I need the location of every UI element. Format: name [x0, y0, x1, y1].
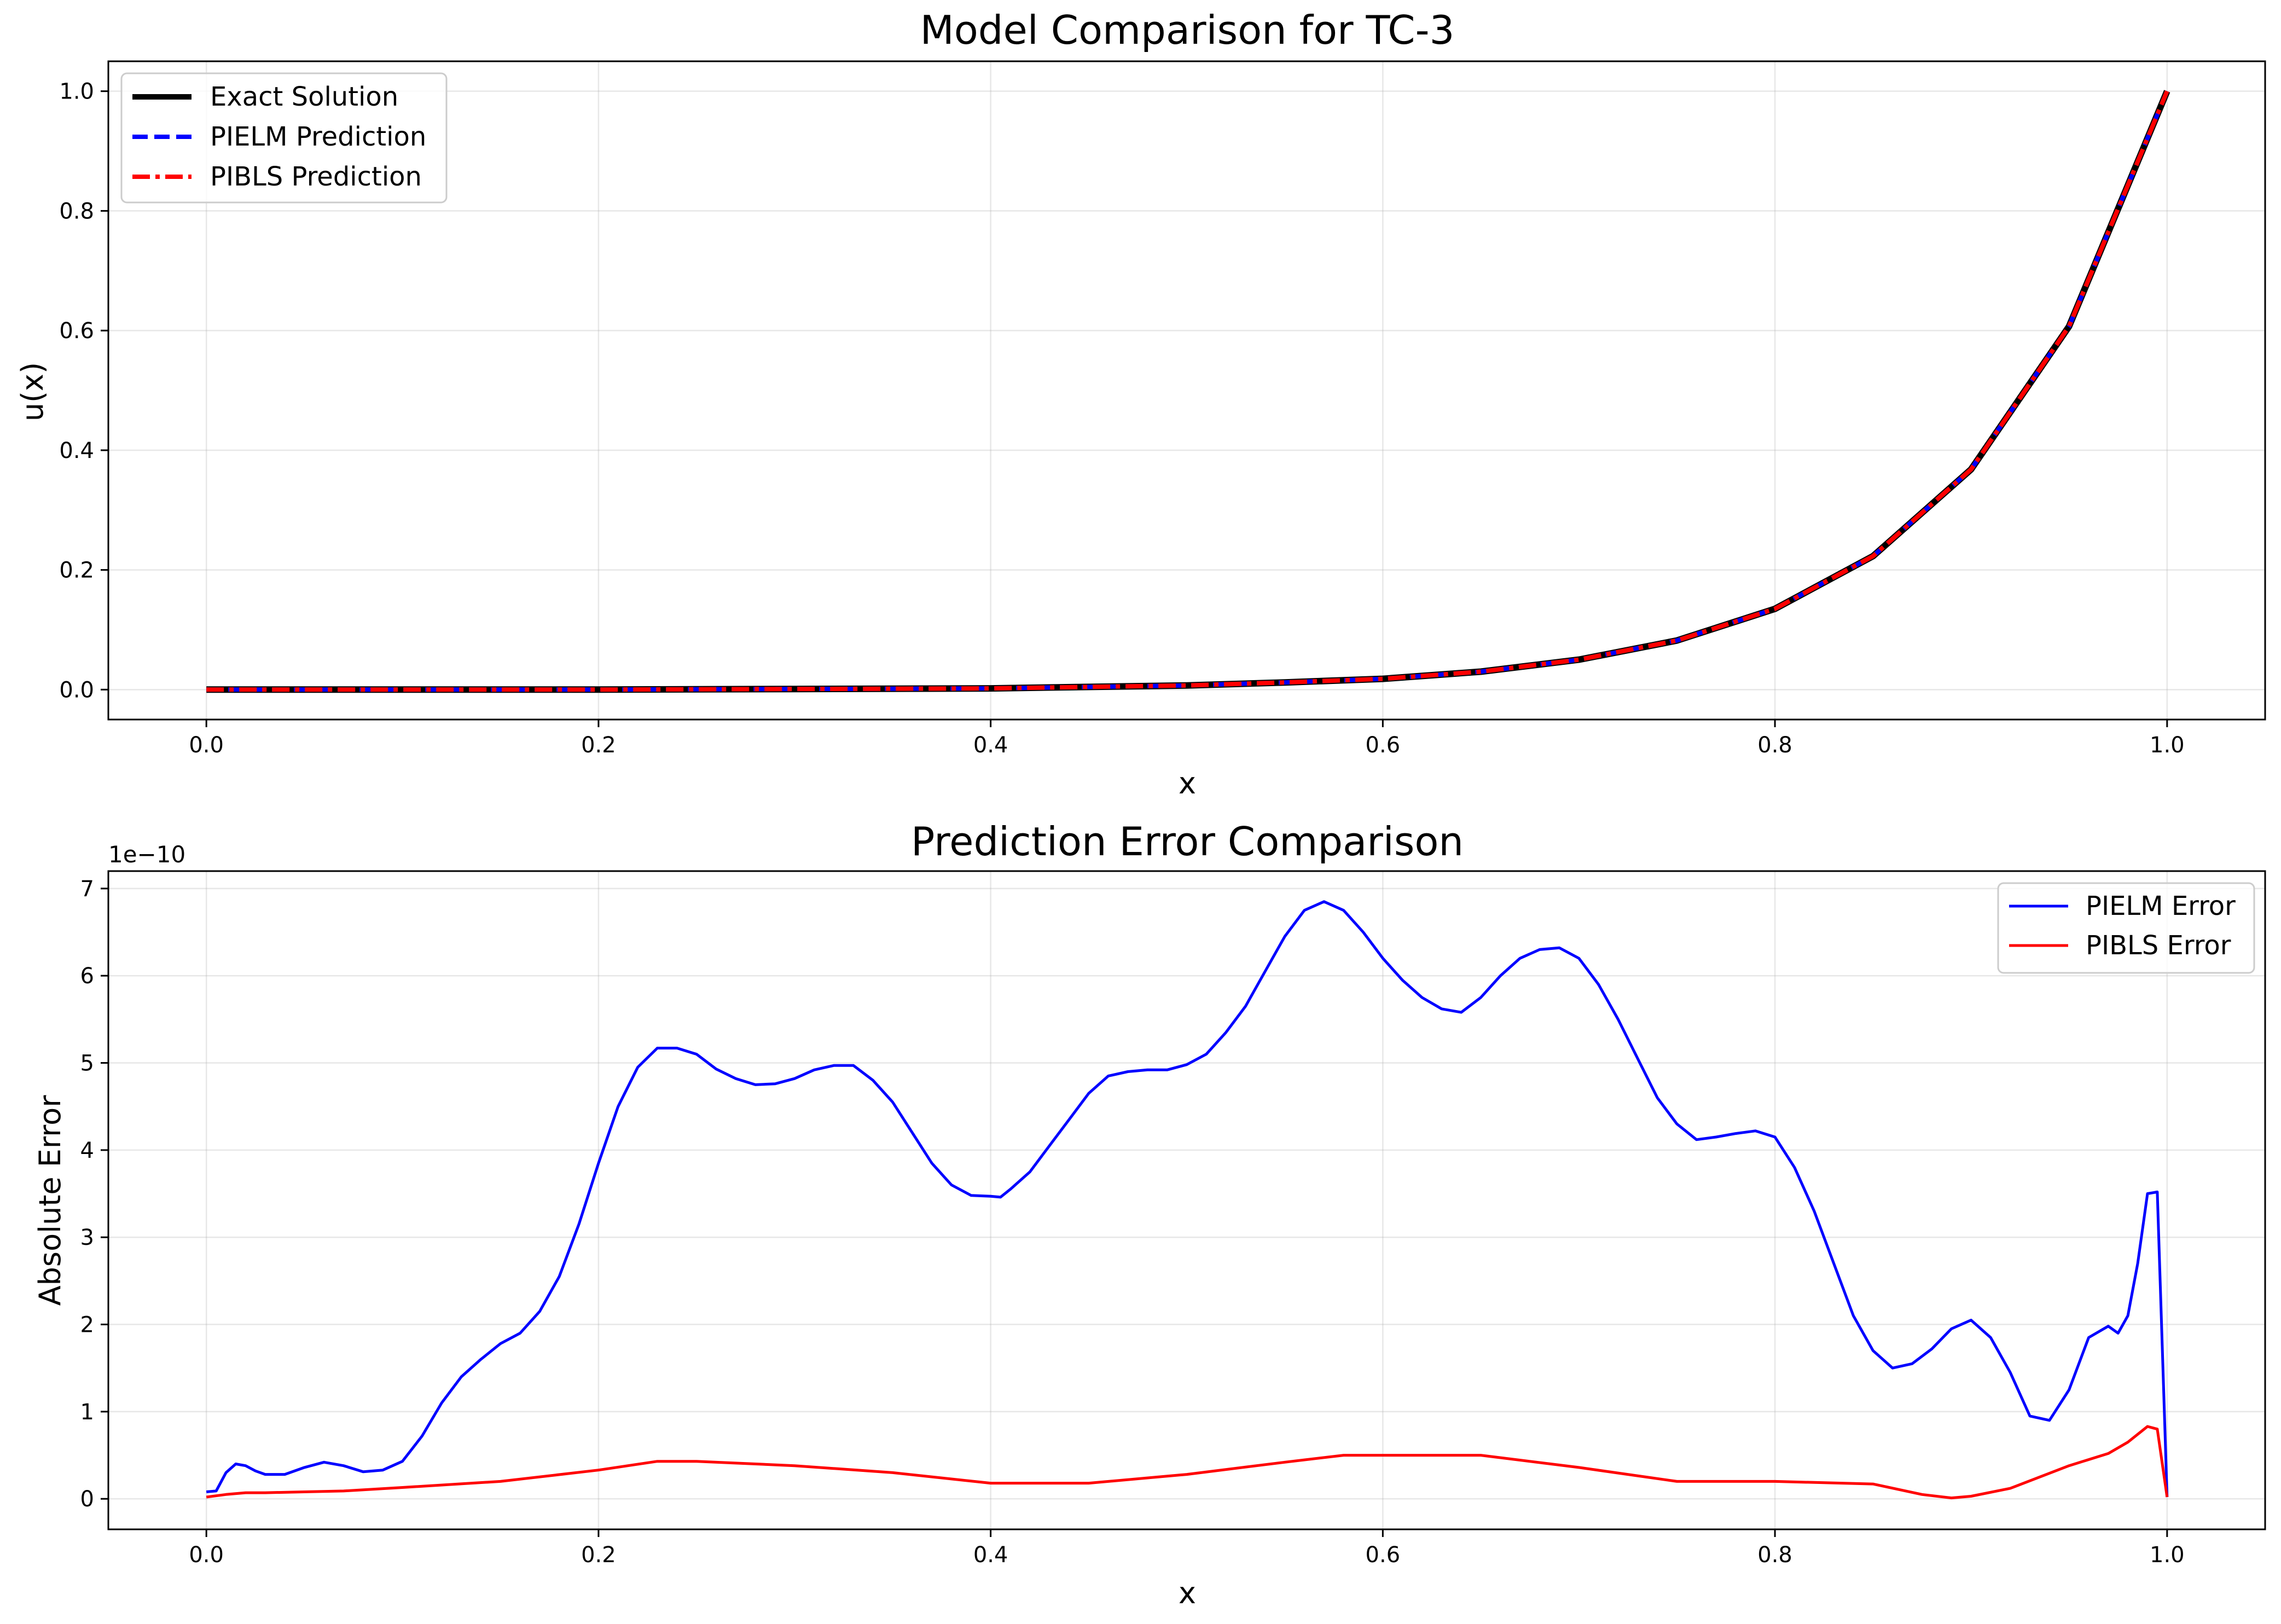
chart-title: Prediction Error Comparison [911, 819, 1464, 865]
series-lines [206, 900, 2169, 1500]
legend-label-pibls-error: PIBLS Error [2086, 930, 2231, 961]
axis-ticks: 0.0 0.2 0.4 0.6 0.8 1.0 0.0 0.2 0.4 0.6 0.8 1.0 [59, 79, 2184, 758]
y-tick-label: 0.0 [59, 677, 94, 703]
x-tick-label: 0.4 [973, 733, 1008, 758]
y-tick-label: 0.6 [59, 318, 94, 344]
y-tick-label: 0.8 [59, 199, 94, 224]
y-tick-label: 3 [80, 1225, 94, 1250]
legend: Exact Solution PIELM Prediction PIBLS Pr… [120, 72, 448, 204]
x-axis-label: x [1179, 766, 1196, 801]
y-tick-label: 1.0 [59, 79, 94, 105]
series-line-pibls-error [206, 1425, 2169, 1500]
x-axis-label: x [1179, 1576, 1196, 1610]
x-tick-label: 1.0 [2150, 733, 2185, 758]
y-tick-label: 0 [80, 1487, 94, 1512]
y-tick-label: 6 [80, 964, 94, 989]
plot-frame [107, 60, 2266, 721]
x-tick-label: 0.2 [581, 1542, 616, 1568]
x-tick-label: 0.4 [973, 1542, 1008, 1568]
plot-frame [107, 870, 2266, 1530]
y-tick-label: 0.4 [59, 438, 94, 463]
y-axis-label: u(x) [15, 362, 50, 421]
series-line-pibls-prediction [206, 90, 2169, 692]
x-tick-label: 0.8 [1757, 1542, 1792, 1568]
chart-title: Model Comparison for TC-3 [920, 7, 1455, 53]
x-tick-label: 0.8 [1757, 733, 1792, 758]
legend-box [120, 72, 448, 204]
grid [108, 871, 2265, 1529]
x-tick-label: 1.0 [2150, 1542, 2185, 1568]
x-tick-label: 0.2 [581, 733, 616, 758]
legend-label-pielm-error: PIELM Error [2086, 891, 2236, 921]
axis-ticks: 0.0 0.2 0.4 0.6 0.8 1.0 0 1 2 3 4 5 6 7 [80, 877, 2185, 1568]
x-tick-label: 0.0 [189, 1542, 224, 1568]
legend: PIELM Error PIBLS Error [1997, 882, 2255, 974]
legend-label-pibls: PIBLS Prediction [210, 161, 422, 192]
y-axis-offset-label: 1e−10 [108, 841, 185, 868]
y-tick-label: 4 [80, 1138, 94, 1163]
chart-model-comparison: Model Comparison for TC-3 0.0 0.2 0.4 0.6 0.… [15, 7, 2266, 801]
chart-prediction-error: Prediction Error Comparison 0.0 0.2 0.4 0.6… [33, 819, 2266, 1610]
grid [108, 61, 2265, 720]
legend-label-exact: Exact Solution [210, 82, 398, 112]
series-line-pielm-error [206, 900, 2169, 1498]
y-axis-label: Absolute Error [33, 1095, 67, 1306]
y-tick-label: 7 [80, 877, 94, 902]
legend-label-pielm: PIELM Prediction [210, 121, 426, 152]
y-tick-label: 5 [80, 1051, 94, 1076]
y-tick-label: 1 [80, 1400, 94, 1425]
y-tick-label: 2 [80, 1313, 94, 1338]
series-lines [206, 90, 2170, 693]
x-tick-label: 0.6 [1366, 733, 1401, 758]
y-tick-label: 0.2 [59, 558, 94, 583]
x-tick-label: 0.0 [189, 733, 224, 758]
x-tick-label: 0.6 [1366, 1542, 1401, 1568]
